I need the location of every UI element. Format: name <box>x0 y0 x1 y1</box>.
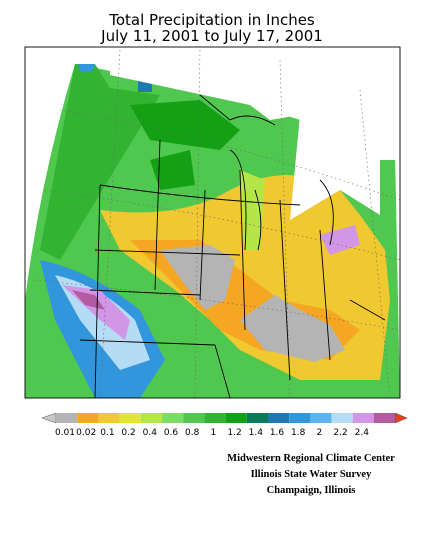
legend-swatch <box>183 413 205 423</box>
legend-label: 0.1 <box>100 428 114 438</box>
precip-zone <box>150 150 195 190</box>
legend-swatch <box>140 413 162 423</box>
legend-swatch <box>119 413 141 423</box>
legend-swatch <box>331 413 353 423</box>
legend-swatch <box>289 413 311 423</box>
legend-label: 1.8 <box>291 428 306 438</box>
precip-zone <box>160 245 235 310</box>
legend-swatch <box>246 413 268 423</box>
legend-label: 0.2 <box>121 428 135 438</box>
legend-label: 1.4 <box>249 428 264 438</box>
legend-swatch <box>77 413 99 423</box>
precip-zone <box>130 100 240 150</box>
legend-under <box>41 412 57 424</box>
legend-swatch <box>225 413 247 423</box>
legend-label: 0.4 <box>143 428 158 438</box>
legend-swatch <box>162 413 184 423</box>
legend-label: 2.2 <box>333 428 347 438</box>
legend-over <box>394 412 408 424</box>
no-data-area <box>110 47 400 220</box>
legend-label: 1 <box>211 428 217 438</box>
precip-zone <box>320 225 360 255</box>
credit: Champaign, Illinois <box>267 485 356 496</box>
precip-zone <box>240 295 345 362</box>
credit: Midwestern Regional Climate Center <box>227 453 395 464</box>
legend-swatch <box>352 413 374 423</box>
precip-zone <box>78 64 95 72</box>
credit: Illinois State Water Survey <box>251 469 372 480</box>
legend-label: 0.8 <box>185 428 200 438</box>
legend-label: 2.4 <box>355 428 370 438</box>
legend-label: 0.6 <box>164 428 179 438</box>
legend-swatch <box>56 413 78 423</box>
legend-label: 1.2 <box>227 428 241 438</box>
precip-zone <box>40 64 160 260</box>
map <box>24 46 401 399</box>
precip-zone <box>62 285 130 340</box>
legend-swatch <box>268 413 290 423</box>
legend-swatch <box>310 413 332 423</box>
title-line: July 11, 2001 to July 17, 2001 <box>100 27 323 45</box>
legend: 0.01 0.02 0.1 0.2 0.4 0.6 0.8 1 1.2 1.4 1.6 1.8 2 2.2… <box>41 412 408 438</box>
legend-swatch <box>98 413 120 423</box>
legend-label: 0.01 <box>55 428 75 438</box>
legend-label: 2 <box>317 428 323 438</box>
legend-swatch <box>374 413 396 423</box>
legend-swatch <box>204 413 226 423</box>
map-frame <box>24 46 401 399</box>
legend-label: 1.6 <box>270 428 285 438</box>
legend-label: 0.02 <box>76 428 96 438</box>
title-line: Total Precipitation in Inches <box>108 11 315 29</box>
